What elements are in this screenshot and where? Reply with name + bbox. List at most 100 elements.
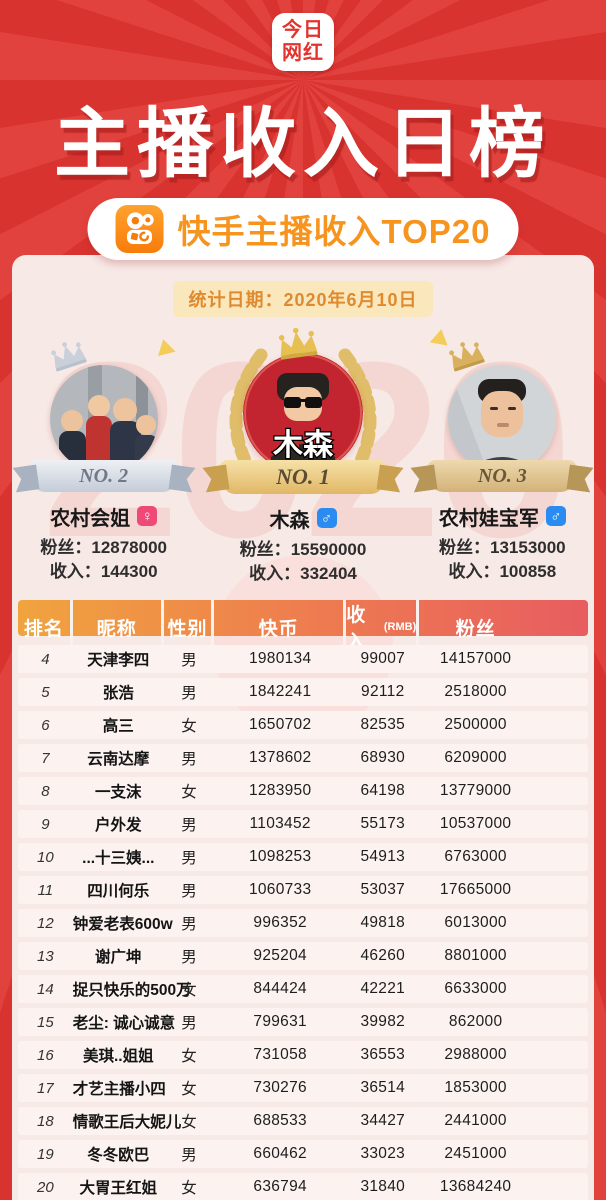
cell-fans: 2500000	[444, 716, 507, 733]
table-row: 13 谢广坤 男 925204 46260 8801000	[18, 942, 588, 970]
podium-rank2: NO. 2 农村会姐 ♀ 粉丝：12878000 收入：144300	[12, 333, 195, 584]
cell-fans: 13684240	[439, 1178, 512, 1195]
rank1-ribbon: NO. 1	[219, 460, 387, 494]
cell-gender: 女	[181, 1180, 197, 1197]
cell-fans: 862000	[448, 1013, 503, 1030]
table-row: 11 四川何乐 男 1060733 53037 17665000	[18, 876, 588, 904]
table-row: 9 户外发 男 1103452 55173 10537000	[18, 810, 588, 838]
income-value: 332404	[300, 564, 357, 583]
cell-coins: 636794	[253, 1178, 307, 1195]
cell-income: 53037	[360, 881, 406, 898]
rank3-avatar-photo	[448, 365, 557, 473]
rank3-ribbon: NO. 3	[427, 460, 578, 492]
cell-income: 31840	[360, 1178, 406, 1195]
rank3-income-line: 收入：100858	[439, 560, 566, 584]
cell-gender: 女	[181, 784, 197, 801]
cell-rank: 17	[37, 1079, 54, 1097]
rank3-name: 农村娃宝军	[438, 507, 539, 530]
rank3-avatar-wrap	[448, 342, 557, 473]
table-row: 6 高三 女 1650702 82535 2500000	[18, 711, 588, 739]
income-value: 144300	[100, 562, 158, 581]
cell-rank: 18	[37, 1112, 54, 1130]
income-label: 收入：	[448, 562, 500, 581]
table-header: 排名 昵称 性别 快币 收入 (RMB) 粉丝	[18, 600, 588, 654]
cell-income: 34427	[360, 1112, 406, 1129]
stat-date-badge: 统计日期：2020年6月10日	[173, 281, 433, 317]
female-gender-badge-icon: ♀	[137, 506, 158, 526]
cell-fans: 2451000	[444, 1145, 507, 1162]
cell-income: 64198	[360, 782, 406, 799]
rank2-income-line: 收入：144300	[40, 560, 167, 584]
table-body: 4 天津李四 男 1980134 99007 14157000 5 张浩 男 1…	[18, 645, 588, 1200]
cell-gender: 男	[181, 817, 197, 834]
fans-value: 13153000	[490, 538, 566, 557]
cell-coins: 996352	[253, 914, 307, 931]
rank1-avatar-wrap: 木森	[229, 327, 377, 494]
cell-nickname: 高三	[102, 718, 134, 735]
cell-fans: 17665000	[439, 881, 512, 898]
cell-fans: 1853000	[444, 1079, 507, 1096]
cell-gender: 女	[181, 982, 197, 999]
cell-nickname: 云南达摩	[87, 751, 150, 768]
table-row: 7 云南达摩 男 1378602 68930 6209000	[18, 744, 588, 772]
cell-nickname: 张浩	[102, 685, 134, 702]
cell-fans: 2518000	[444, 683, 507, 700]
cell-income: 99007	[360, 650, 406, 667]
cell-coins: 1842241	[248, 683, 312, 700]
cell-rank: 9	[41, 815, 50, 833]
table-row: 8 一支沫 女 1283950 64198 13779000	[18, 777, 588, 805]
cell-gender: 女	[181, 1048, 197, 1065]
header-nickname: 昵称	[73, 600, 164, 654]
cell-rank: 6	[41, 716, 50, 734]
cell-rank: 10	[37, 848, 54, 866]
cell-coins: 660462	[253, 1145, 307, 1162]
podium-rank3: NO. 3 农村娃宝军 ♂ 粉丝：13153000 收入：100858	[411, 333, 594, 584]
cell-coins: 1283950	[248, 782, 312, 799]
income-label: 收入：	[49, 562, 101, 581]
cell-gender: 女	[181, 1081, 197, 1098]
rank2-name: 农村会姐	[50, 507, 131, 530]
fans-label: 粉丝：	[439, 538, 490, 557]
cell-fans: 6013000	[444, 914, 507, 931]
cell-coins: 1103452	[249, 815, 311, 832]
cell-income: 42221	[360, 980, 406, 997]
cell-income: 68930	[360, 749, 406, 766]
cell-rank: 8	[41, 782, 50, 800]
cell-rank: 15	[37, 1013, 54, 1031]
male-gender-badge-icon: ♂	[545, 506, 566, 526]
rank2-name-row: 农村会姐 ♀	[50, 504, 158, 530]
cell-rank: 12	[37, 914, 54, 932]
fans-value: 15590000	[290, 540, 367, 559]
cell-nickname: 老尘: 诚心诚意	[72, 1015, 176, 1032]
cell-nickname: ...十三姨...	[82, 850, 155, 867]
cell-coins: 1650702	[248, 716, 312, 733]
cell-coins: 731058	[253, 1046, 307, 1063]
table-row: 15 老尘: 诚心诚意 男 799631 39982 862000	[18, 1008, 588, 1036]
platform-banner-label: 快手主播收入TOP20	[177, 213, 491, 250]
cell-rank: 5	[41, 683, 50, 701]
podium-rank1: 木森 NO. 1 木森 ♂ 粉丝：15590000 收入：332404	[195, 327, 410, 586]
platform-banner: 快手主播收入TOP20	[87, 198, 519, 260]
cell-fans: 8801000	[444, 947, 507, 964]
table-row: 10 ...十三姨... 男 1098253 54913 6763000	[18, 843, 588, 871]
male-gender-badge-icon: ♂	[316, 508, 337, 528]
table-row: 12 钟爱老表600w 男 996352 49818 6013000	[18, 909, 588, 937]
rank3-name-row: 农村娃宝军 ♂	[438, 504, 566, 530]
rank2-avatar-photo	[49, 365, 158, 473]
rank1-avatar-cartoon: 木森	[243, 353, 363, 473]
cell-gender: 女	[181, 1114, 197, 1131]
cell-nickname: 天津李四	[87, 652, 150, 669]
table-row: 16 美琪..姐姐 女 731058 36553 2988000	[18, 1041, 588, 1069]
cell-rank: 7	[41, 749, 50, 767]
cell-income: 55173	[360, 815, 406, 832]
cell-gender: 男	[181, 1147, 197, 1164]
cell-gender: 男	[181, 850, 197, 867]
cell-nickname: 情歌王后大妮儿	[72, 1114, 182, 1131]
cell-coins: 799631	[253, 1013, 307, 1030]
rank2-fans-line: 粉丝：12878000	[40, 536, 167, 560]
cell-rank: 19	[37, 1145, 54, 1163]
fans-label: 粉丝：	[40, 538, 92, 557]
cell-income: 82535	[360, 716, 406, 733]
cell-fans: 6763000	[444, 848, 507, 865]
cell-nickname: 大胃王红姐	[79, 1180, 158, 1197]
